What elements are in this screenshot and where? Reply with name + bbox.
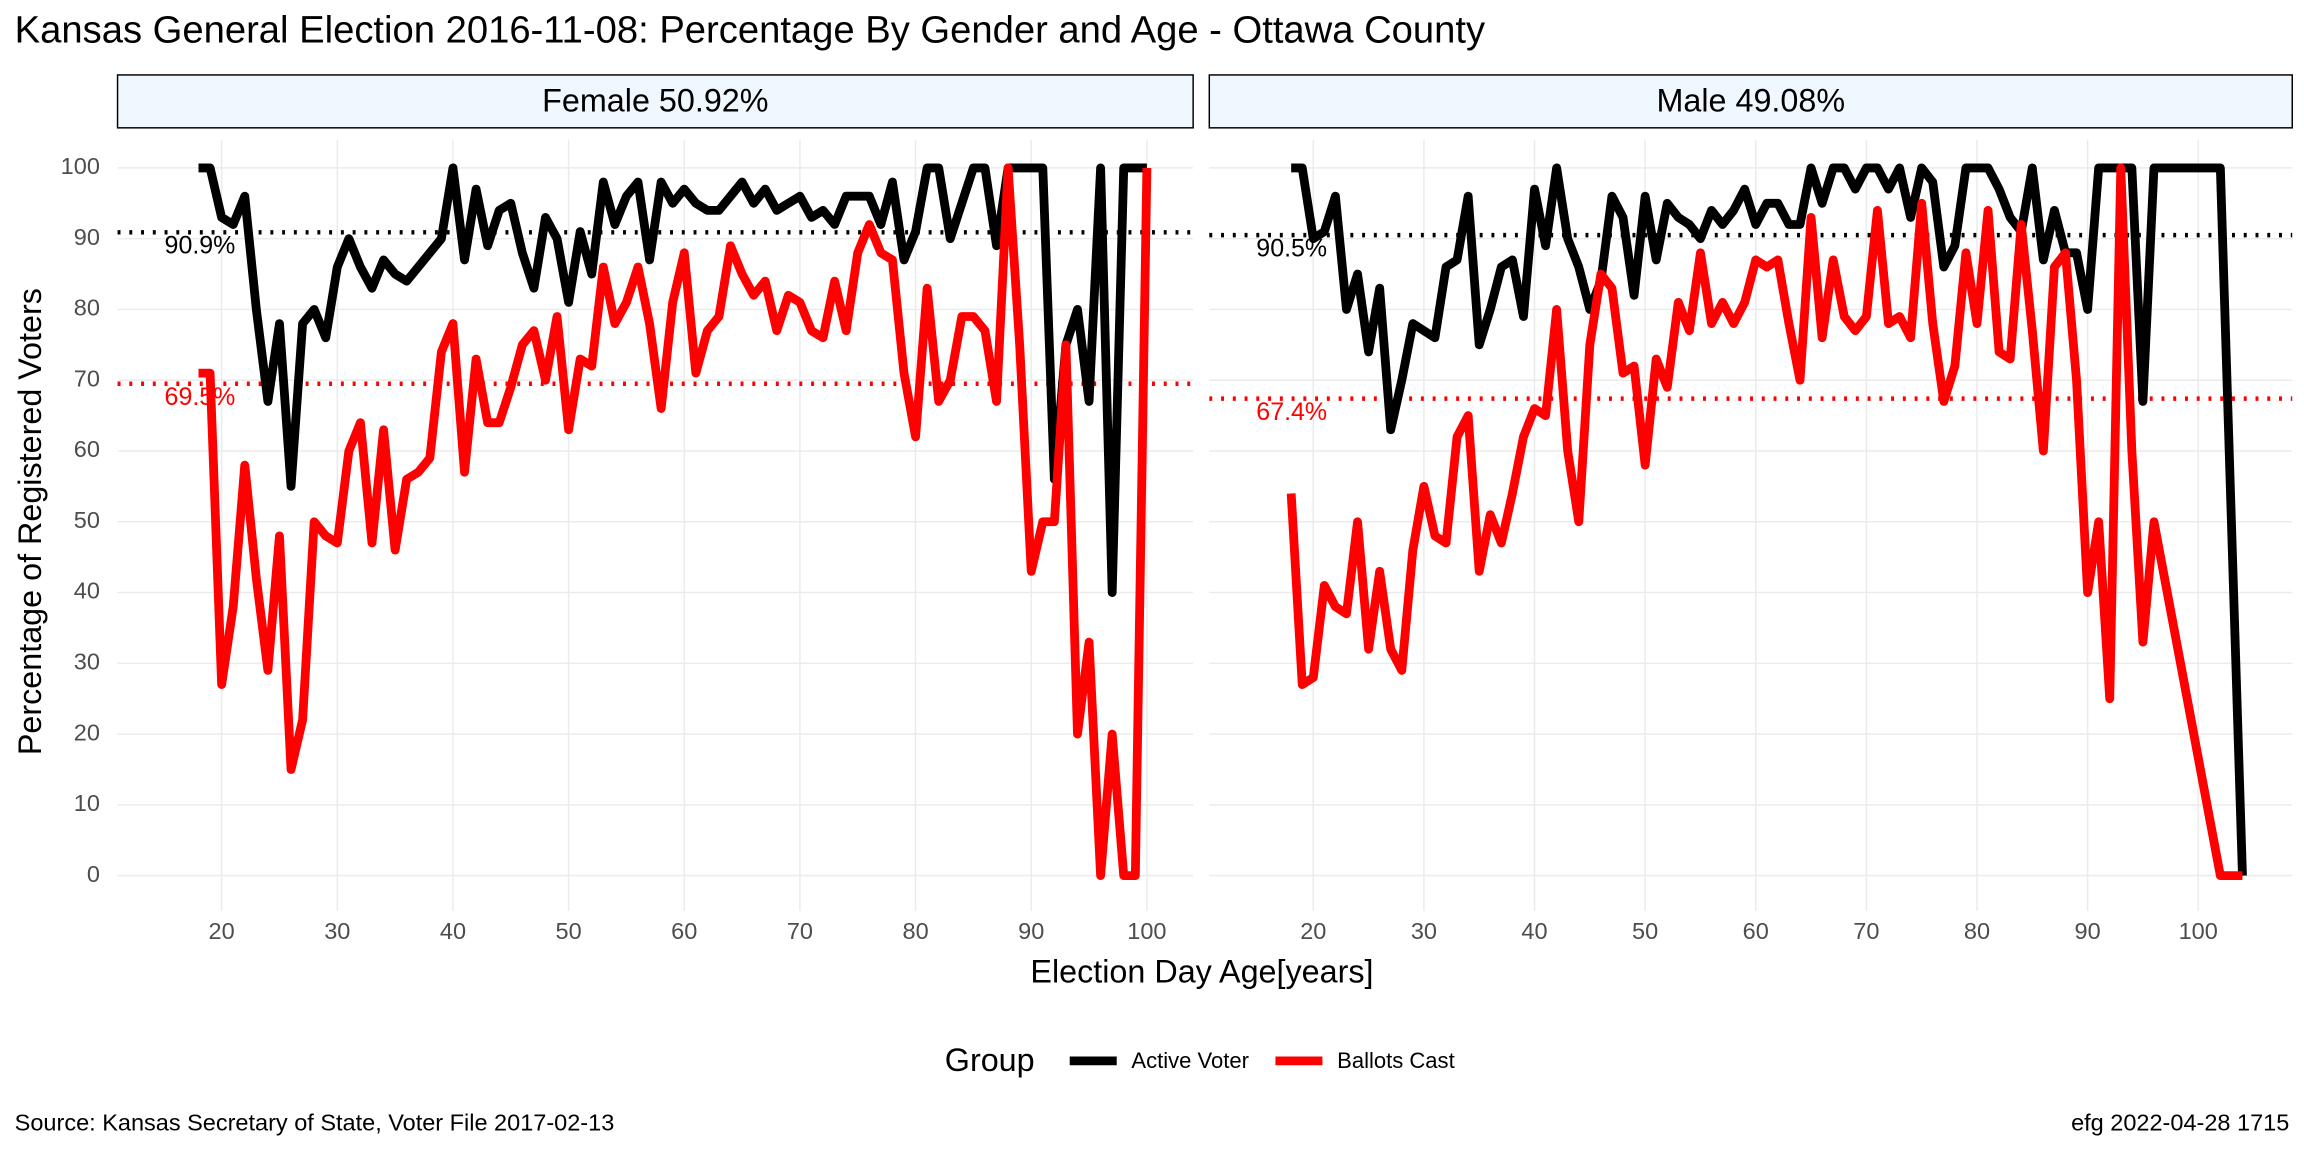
x-tick-label: 40 (1521, 918, 1547, 944)
facet-strip (1208, 74, 2293, 129)
x-tick-label: 60 (1743, 918, 1769, 944)
x-tick-label: 20 (209, 918, 235, 944)
y-tick-label: 20 (74, 719, 100, 745)
y-tick-label: 0 (87, 861, 100, 887)
x-tick-label: 30 (324, 918, 350, 944)
y-tick-label: 100 (61, 153, 100, 179)
y-tick-label: 90 (74, 224, 100, 250)
y-tick-label: 80 (74, 295, 100, 321)
y-axis-label: Percentage of Registered Voters (12, 288, 48, 755)
facet-title: Female 50.92% (542, 82, 768, 118)
x-tick-label: 70 (787, 918, 813, 944)
x-tick-label: 90 (1018, 918, 1044, 944)
data-line (198, 163, 1152, 881)
y-tick-label: 50 (74, 507, 100, 533)
x-tick-label: 90 (2075, 918, 2101, 944)
x-tick-label: 80 (903, 918, 929, 944)
data-line (198, 163, 1147, 597)
x-tick-label: 50 (556, 918, 582, 944)
x-axis-label: Election Day Age[years] (1030, 954, 1373, 990)
x-tick-label: 100 (1127, 918, 1166, 944)
y-tick-label: 10 (74, 790, 100, 816)
legend-title: Group (945, 1042, 1035, 1078)
x-tick-label: 30 (1411, 918, 1437, 944)
chart-title: Kansas General Election 2016-11-08: Perc… (15, 8, 1486, 51)
legend-label: Active Voter (1131, 1048, 1249, 1073)
reference-label: 90.9% (165, 232, 236, 260)
facet-title: Male 49.08% (1656, 82, 1845, 118)
x-tick-label: 60 (671, 918, 697, 944)
x-tick-label: 100 (2179, 918, 2218, 944)
reference-label: 67.4% (1256, 398, 1327, 426)
y-tick-label: 60 (74, 436, 100, 462)
x-tick-label: 40 (440, 918, 466, 944)
data-line (1286, 163, 2243, 881)
y-tick-label: 70 (74, 365, 100, 391)
data-line (1291, 163, 2247, 876)
facet-strip (116, 74, 1194, 129)
x-tick-label: 50 (1632, 918, 1658, 944)
x-tick-label: 70 (1853, 918, 1879, 944)
legend-label: Ballots Cast (1337, 1048, 1455, 1073)
reference-label: 69.5% (165, 383, 236, 411)
x-tick-label: 80 (1964, 918, 1990, 944)
x-tick-label: 20 (1300, 918, 1326, 944)
y-tick-label: 30 (74, 649, 100, 675)
source-caption: Source: Kansas Secretary of State, Voter… (15, 1109, 615, 1135)
y-tick-label: 40 (74, 578, 100, 604)
stamp-caption: efg 2022-04-28 1715 (2071, 1109, 2289, 1135)
